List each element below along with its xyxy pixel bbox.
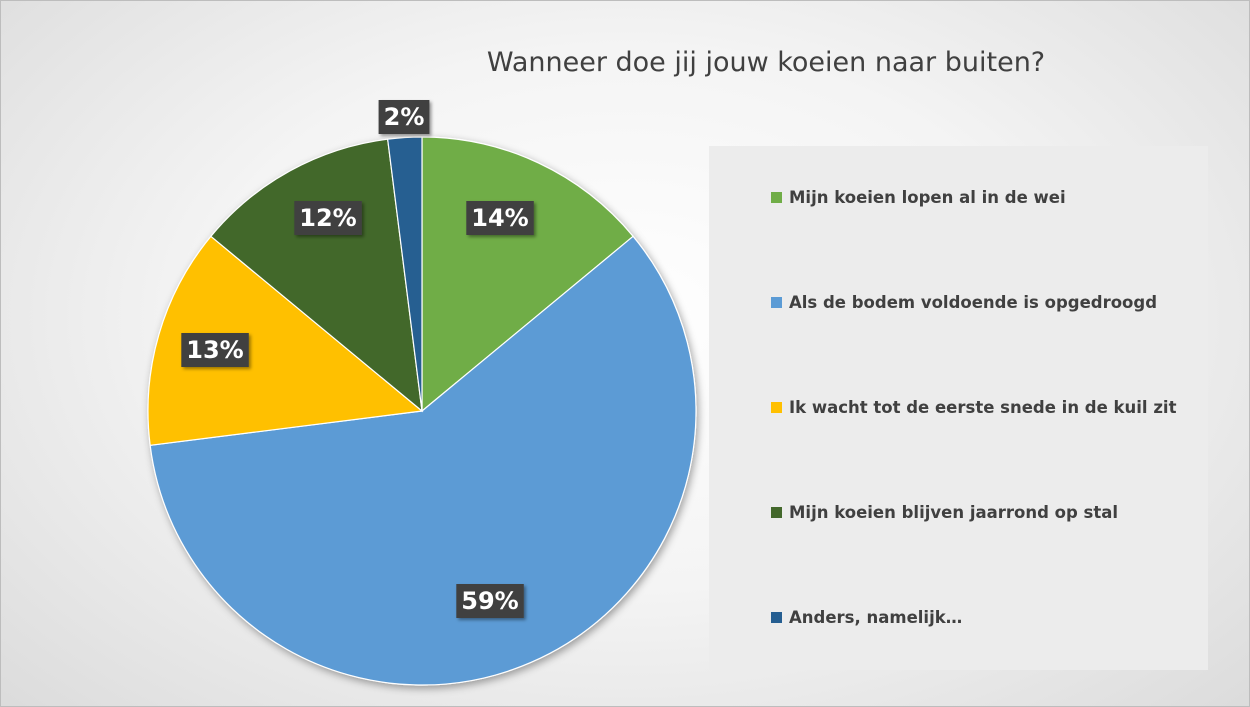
data-label-text: 14%	[471, 204, 528, 232]
data-label: 14%	[466, 201, 534, 235]
pie-slice	[149, 235, 697, 686]
pie-slice	[147, 235, 424, 447]
legend-label: Ik wacht tot de eerste snede in de kuil …	[789, 398, 1177, 417]
legend-swatch	[771, 297, 782, 308]
legend-swatch	[771, 192, 782, 203]
legend-swatch	[771, 402, 782, 413]
data-label: 2%	[378, 100, 430, 134]
data-label-text: 12%	[299, 204, 356, 232]
legend-item: Mijn koeien blijven jaarrond op stal	[771, 503, 1118, 522]
data-label-box	[466, 201, 534, 235]
pie-slices	[147, 136, 697, 686]
data-label-box	[294, 201, 362, 235]
legend-item: Als de bodem voldoende is opgedroogd	[771, 293, 1157, 312]
legend-label: Mijn koeien lopen al in de wei	[789, 188, 1066, 207]
data-label: 13%	[181, 333, 249, 367]
legend-item: Mijn koeien lopen al in de wei	[771, 188, 1066, 207]
data-label: 59%	[456, 584, 524, 618]
data-label-box	[181, 333, 249, 367]
data-label-box	[456, 584, 524, 618]
data-label-box	[378, 100, 430, 134]
pie-slice	[210, 138, 423, 413]
chart-title: Wanneer doe jij jouw koeien naar buiten?	[486, 47, 1046, 78]
legend: Mijn koeien lopen al in de wei Als de bo…	[709, 146, 1208, 670]
legend-label: Als de bodem voldoende is opgedroogd	[789, 293, 1158, 312]
data-label-text: 2%	[384, 103, 425, 131]
legend-item: Ik wacht tot de eerste snede in de kuil …	[771, 398, 1176, 417]
legend-item: Anders, namelijk…	[771, 608, 962, 627]
pie-slice	[386, 136, 423, 412]
legend-label: Anders, namelijk…	[789, 608, 963, 627]
legend-label: Mijn koeien blijven jaarrond op stal	[789, 503, 1119, 522]
data-label-text: 13%	[186, 336, 243, 364]
data-label: 12%	[294, 201, 362, 235]
legend-swatch	[771, 612, 782, 623]
data-label-text: 59%	[461, 587, 518, 615]
legend-swatch	[771, 507, 782, 518]
